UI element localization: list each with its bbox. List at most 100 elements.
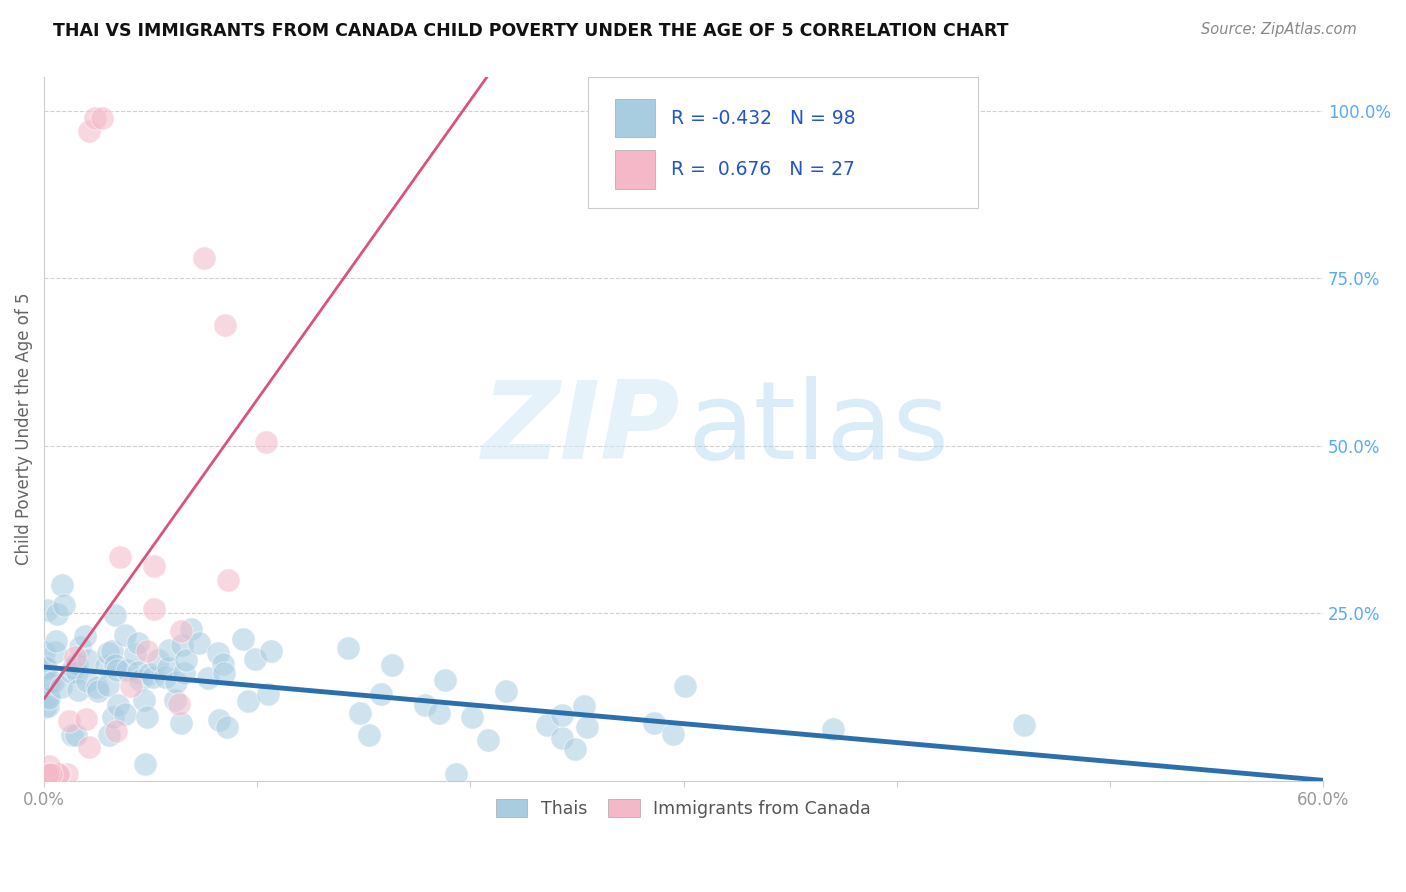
Point (75, 629, 97, 643)
Point (187, 636, 209, 650)
Point (477, 733, 499, 747)
Legend: Thais, Immigrants from Canada: Thais, Immigrants from Canada (489, 792, 879, 825)
Point (142, 558, 165, 573)
Point (55, 767, 77, 781)
Point (52, 599, 75, 613)
Point (65, 728, 87, 742)
Point (134, 757, 156, 772)
Point (127, 665, 149, 680)
Point (77, 124, 100, 138)
Point (62, 661, 84, 675)
Point (572, 699, 595, 714)
Point (97, 678, 120, 692)
Point (45, 634, 67, 648)
Point (101, 710, 124, 724)
Point (427, 706, 450, 720)
Point (63, 649, 86, 664)
Point (114, 627, 136, 641)
Point (135, 710, 157, 724)
Point (197, 671, 219, 685)
Point (576, 720, 599, 734)
Point (643, 715, 665, 730)
Point (208, 714, 231, 728)
Text: ZIP: ZIP (481, 376, 679, 482)
Point (157, 661, 180, 675)
Point (155, 670, 177, 684)
Point (217, 573, 239, 587)
Point (105, 663, 128, 677)
Point (349, 706, 371, 721)
Point (104, 608, 127, 623)
Point (98, 728, 121, 742)
Point (76, 653, 98, 667)
Point (38, 676, 60, 690)
Point (35, 659, 58, 673)
Point (551, 707, 574, 722)
Point (564, 742, 586, 756)
Point (661, 727, 683, 741)
Point (163, 693, 186, 707)
Point (44, 644, 66, 658)
Point (77, 739, 100, 754)
Text: Source: ZipAtlas.com: Source: ZipAtlas.com (1201, 22, 1357, 37)
Point (434, 673, 457, 688)
Point (413, 698, 436, 712)
Text: R =  0.676   N = 27: R = 0.676 N = 27 (671, 160, 855, 179)
Point (87, 684, 110, 698)
Point (461, 710, 484, 724)
Point (212, 657, 235, 672)
Point (260, 644, 283, 658)
Point (86, 681, 108, 695)
Point (146, 653, 169, 667)
Point (157, 642, 180, 657)
Point (34, 700, 56, 714)
Point (110, 550, 132, 565)
Point (32, 645, 55, 659)
Point (45, 607, 67, 622)
Point (243, 652, 266, 666)
Point (46, 767, 69, 781)
Point (169, 715, 191, 730)
Point (75, 712, 97, 726)
Point (172, 638, 194, 652)
Point (214, 666, 236, 681)
Point (66, 682, 89, 697)
Point (536, 718, 558, 732)
Point (35, 661, 58, 675)
Point (114, 706, 136, 721)
Point (107, 698, 129, 712)
Point (138, 666, 160, 681)
Point (37, 767, 59, 781)
Point (370, 687, 392, 701)
Text: THAI VS IMMIGRANTS FROM CANADA CHILD POVERTY UNDER THE AGE OF 5 CORRELATION CHAR: THAI VS IMMIGRANTS FROM CANADA CHILD POV… (53, 22, 1010, 40)
Text: R = -0.432   N = 98: R = -0.432 N = 98 (671, 109, 855, 128)
Point (58, 714, 80, 729)
Point (551, 731, 574, 745)
Point (180, 622, 202, 636)
Point (117, 664, 139, 678)
Point (38, 690, 60, 705)
Bar (614, 150, 655, 188)
Point (165, 675, 187, 690)
Point (66, 657, 89, 671)
Point (167, 697, 190, 711)
Point (359, 728, 381, 742)
Point (37, 767, 59, 781)
Point (1012, 717, 1035, 731)
Point (35, 603, 58, 617)
Point (174, 653, 197, 667)
Bar (614, 98, 655, 137)
Point (84, 111, 107, 125)
Point (65, 657, 87, 671)
Point (136, 644, 159, 658)
Point (444, 767, 467, 781)
Point (37, 699, 59, 714)
Point (101, 644, 124, 658)
Point (214, 318, 236, 333)
FancyBboxPatch shape (588, 78, 977, 208)
Point (207, 647, 229, 661)
Point (97, 646, 120, 660)
Point (257, 687, 280, 701)
Point (38, 758, 60, 772)
Point (217, 720, 239, 734)
